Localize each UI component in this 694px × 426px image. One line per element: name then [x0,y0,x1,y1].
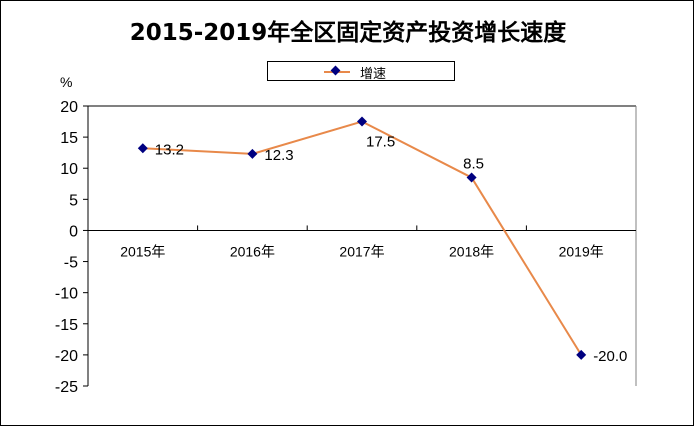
data-point [357,116,367,127]
y-axis-label: % [60,74,72,90]
data-point [576,349,587,360]
data-label: -20.0 [593,348,627,365]
x-tick-label: 2016年 [230,243,275,259]
x-tick-label: 2019年 [559,243,604,259]
data-label: 17.5 [366,134,395,151]
data-point [137,143,148,154]
data-label: 8.5 [463,156,484,173]
y-tick-label: -5 [64,255,78,272]
data-point [247,148,258,159]
y-tick-label: 5 [69,192,78,209]
x-tick-label: 2018年 [449,243,494,259]
data-label: 13.2 [155,141,184,158]
y-tick-label: -10 [55,286,78,303]
y-tick-label: -15 [55,317,78,334]
y-tick-label: 20 [60,99,78,116]
legend-label: 增速 [360,67,387,82]
x-tick-label: 2017年 [339,243,384,259]
legend: 增速 [267,61,455,82]
data-label: 12.3 [264,147,293,164]
series-line [142,120,583,356]
y-tick-label: -25 [55,379,78,396]
x-tick-label: 2015年 [120,243,165,259]
data-point [466,172,477,183]
y-tick-label: 0 [69,223,78,240]
y-tick-label: 10 [60,161,78,178]
y-tick-label: -20 [55,348,78,365]
chart-title: 2015-2019年全区固定资产投资增长速度 [129,20,567,46]
y-tick-label: 15 [60,130,78,147]
